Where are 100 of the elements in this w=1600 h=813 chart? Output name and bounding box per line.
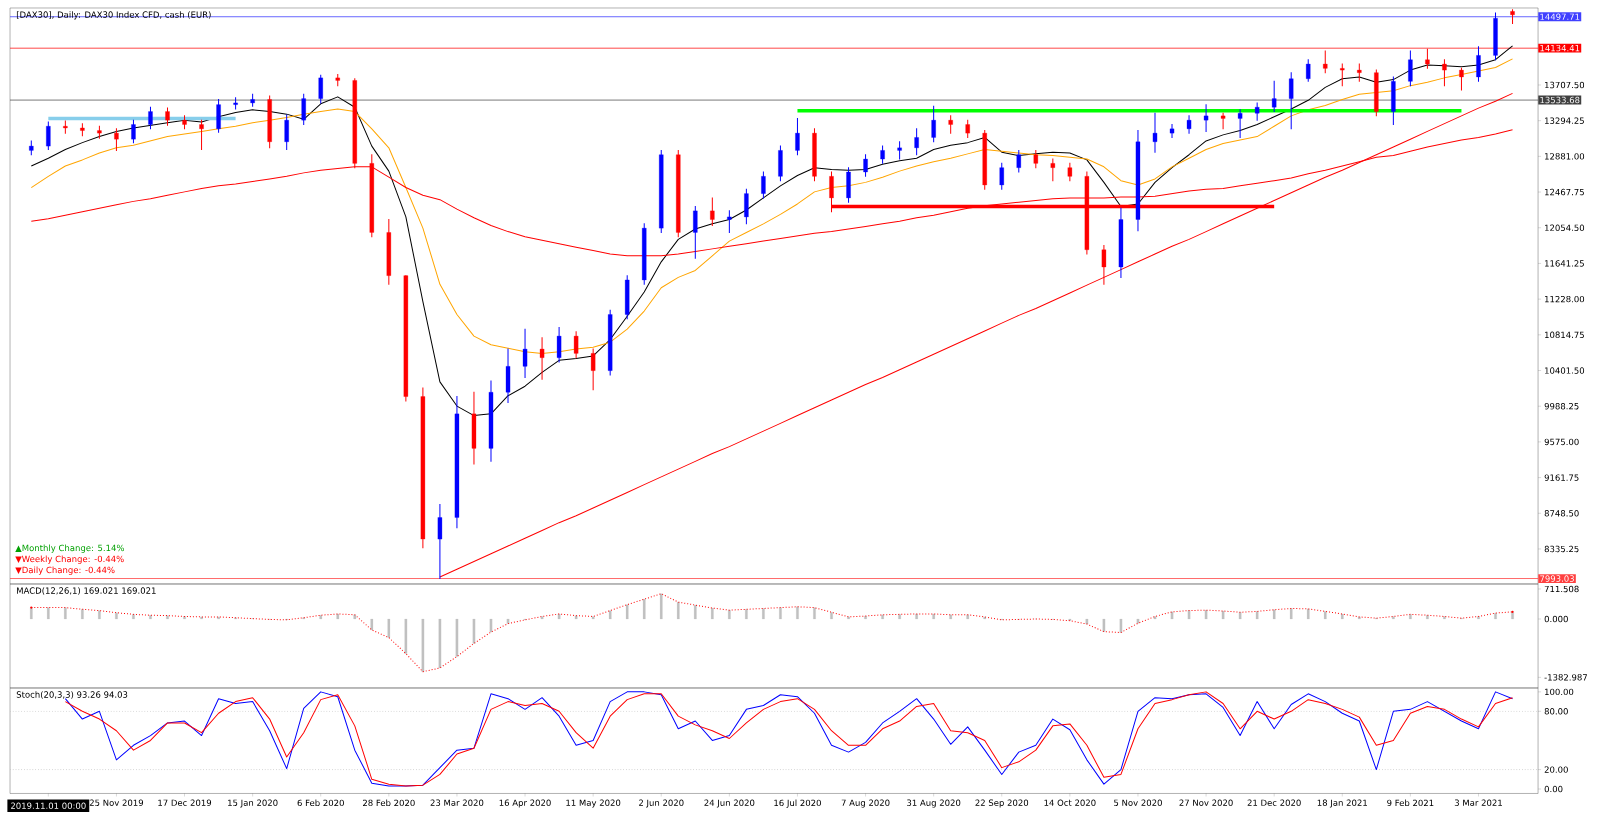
bar (370, 618, 374, 631)
candlestick (199, 119, 204, 151)
candlestick (863, 154, 868, 177)
candlestick (114, 128, 119, 151)
candlestick (693, 206, 698, 259)
x-tick-label: 28 Feb 2020 (363, 799, 415, 807)
candlestick (1033, 149, 1039, 169)
y-tick-label: 9988.25 (1544, 403, 1579, 410)
bar (642, 599, 646, 620)
candlestick (335, 73, 340, 87)
candlestick (1152, 112, 1158, 153)
y-tick-label: 9161.75 (1544, 474, 1579, 481)
candlestick (1203, 104, 1209, 132)
bar (47, 607, 50, 620)
candlestick (999, 162, 1004, 190)
ref-line-label: 13533.68 (1540, 96, 1580, 104)
x-tick-label: 15 Jan 2020 (228, 799, 278, 808)
y-tick-label: 0.000 (1544, 615, 1568, 623)
bar (745, 609, 748, 620)
x-tick-label: 9 Feb 2021 (1387, 799, 1434, 807)
candlestick (63, 120, 68, 134)
bar (949, 614, 952, 620)
candlestick (437, 504, 443, 580)
candlestick (1186, 115, 1192, 134)
bar (1085, 618, 1089, 625)
bar (932, 613, 935, 620)
candlestick (1493, 12, 1498, 61)
bar (489, 618, 493, 633)
candlestick (403, 275, 409, 402)
candlestick (471, 391, 477, 465)
candlestick (897, 141, 902, 160)
candlestick (1101, 244, 1107, 285)
y-tick-label: 9575.00 (1544, 438, 1579, 446)
bar (132, 614, 135, 620)
bar (1102, 618, 1106, 632)
bar (1170, 611, 1174, 620)
candlestick (1510, 9, 1515, 24)
bar (1340, 613, 1344, 620)
candlestick (301, 93, 306, 125)
bar (796, 606, 799, 620)
bar (1204, 610, 1208, 620)
candlestick (880, 145, 885, 164)
x-tick-label: 3 Mar 2021 (1454, 799, 1502, 806)
annotation: ▼Daily Change: -0.44% (15, 566, 115, 575)
x-tick-label: 22 Sep 2020 (975, 799, 1029, 808)
candlestick (931, 105, 936, 143)
bar (30, 607, 33, 620)
bar (1136, 618, 1140, 624)
candlestick (488, 380, 494, 462)
y-tick-label: 13707.50 (1545, 81, 1585, 89)
bar (625, 604, 629, 620)
y-tick-label: 0.00 (1544, 785, 1563, 793)
candlestick (710, 197, 715, 227)
candlestick (284, 114, 289, 151)
candlestick (165, 107, 170, 126)
candlestick (1408, 50, 1413, 87)
candlestick (1169, 124, 1175, 138)
bar (1494, 613, 1497, 620)
bar (1323, 611, 1327, 620)
candlestick (625, 275, 630, 320)
bar (149, 615, 152, 620)
candlestick (1135, 130, 1141, 232)
candlestick (761, 171, 766, 199)
bar (728, 610, 731, 620)
bar (1409, 614, 1412, 620)
candlestick (131, 119, 136, 144)
bar (898, 614, 901, 620)
bar (694, 604, 697, 620)
bar (676, 602, 680, 620)
candlestick (1442, 59, 1447, 87)
candlestick (97, 125, 102, 139)
x-tick-label: 2 Jun 2020 (639, 799, 684, 808)
bar (387, 618, 391, 638)
candlestick (948, 115, 953, 134)
y-tick-label: 711.508 (1544, 585, 1579, 593)
bar (847, 616, 850, 620)
candlestick (182, 115, 187, 130)
chart-title: Stoch(20,3,3) 93.26 94.03 (16, 691, 128, 699)
x-tick-label: 6 Feb 2020 (297, 799, 344, 807)
annotation: ▼Weekly Change: -0.44% (15, 555, 124, 564)
bar (1306, 608, 1310, 620)
y-tick-label: 10814.75 (1545, 331, 1584, 339)
x-tick-label: 18 Jan 2021 (1317, 799, 1367, 808)
bar (336, 613, 340, 620)
candlestick (46, 121, 51, 151)
bar (319, 615, 323, 620)
y-tick-label: 10401.50 (1545, 367, 1585, 374)
chart-title: [DAX30], Daily: DAX30 Index CFD, cash (EUR) (16, 11, 211, 20)
candlestick (505, 348, 511, 404)
candlestick (369, 154, 374, 238)
candlestick (250, 93, 255, 107)
ref-line-label: 14134.41 (1540, 44, 1580, 52)
candlestick (1459, 67, 1464, 91)
candlestick (233, 97, 238, 110)
bar (421, 618, 425, 672)
bar (81, 609, 84, 620)
candlestick (318, 74, 323, 104)
candlestick (267, 95, 272, 149)
y-tick-label: 11641.25 (1545, 260, 1584, 267)
candlestick (744, 188, 749, 225)
